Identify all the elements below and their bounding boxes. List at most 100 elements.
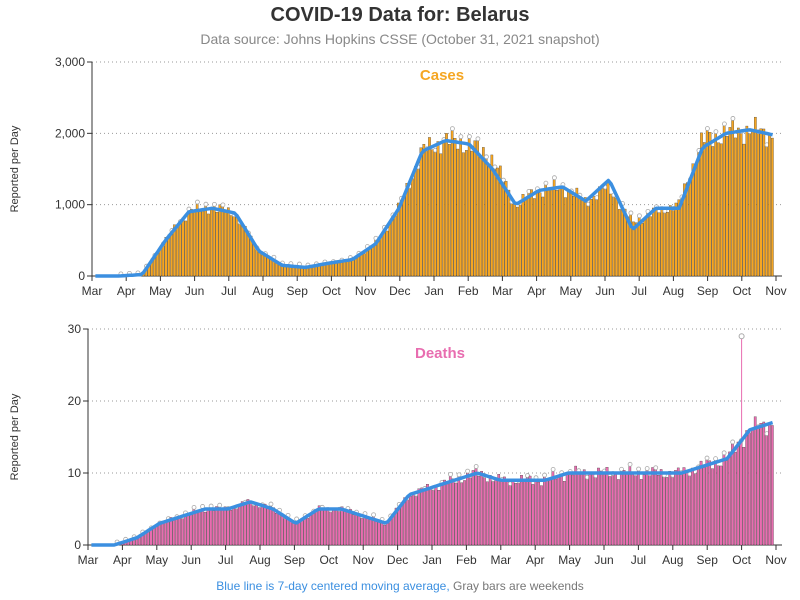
data-bar (363, 253, 366, 277)
data-marker (492, 164, 498, 170)
x-tick-label: May (559, 284, 582, 298)
x-tick-label: Oct (319, 553, 338, 567)
data-bar (477, 475, 481, 546)
data-bar (603, 188, 607, 277)
data-bar (565, 472, 569, 546)
data-bar (360, 253, 363, 277)
data-bar (494, 478, 498, 546)
data-bar (414, 495, 418, 546)
data-bar (439, 153, 443, 277)
data-bar (210, 209, 213, 277)
data-bar (374, 520, 378, 546)
data-bar (488, 475, 492, 546)
data-bar (352, 514, 355, 546)
data-bar (548, 477, 552, 546)
y-tick-label: 2,000 (55, 126, 85, 140)
data-bar (499, 165, 502, 277)
data-bar (161, 520, 164, 546)
data-bar (517, 482, 520, 546)
data-marker (484, 154, 489, 160)
data-marker (458, 134, 464, 140)
data-bar (266, 508, 270, 546)
data-bar (626, 216, 630, 277)
data-bar (771, 425, 774, 546)
data-bar (725, 460, 729, 546)
data-bar (669, 205, 672, 277)
data-bar (459, 138, 462, 277)
data-bar (232, 506, 235, 546)
data-bar (440, 484, 444, 546)
data-marker (552, 175, 557, 181)
data-bar (386, 521, 389, 546)
data-bar (737, 127, 740, 277)
data-marker (704, 455, 710, 461)
data-bar (286, 517, 290, 546)
data-bar (540, 485, 543, 546)
data-bar (167, 234, 171, 277)
data-bar (178, 223, 182, 277)
data-bar (260, 506, 264, 546)
data-bar (416, 168, 420, 277)
data-bar (312, 512, 315, 546)
data-marker (212, 201, 217, 207)
data-bar (531, 484, 535, 546)
data-bar (186, 513, 190, 546)
data-bar (212, 206, 216, 277)
panel-title: Deaths (415, 345, 465, 362)
data-bar (719, 465, 723, 546)
data-bar (717, 142, 720, 277)
data-marker (525, 473, 530, 478)
footnote: Blue line is 7-day centered moving avera… (0, 579, 800, 593)
data-bar (357, 255, 360, 277)
x-tick-label: Feb (458, 284, 479, 298)
data-bar (183, 514, 187, 546)
data-bar (193, 212, 196, 277)
data-bar (639, 479, 643, 546)
data-bar (238, 504, 241, 546)
data-bar (676, 467, 680, 546)
x-tick-label: Dec (387, 553, 408, 567)
data-bar (714, 460, 717, 546)
data-bar (584, 197, 587, 277)
x-tick-label: Apr (113, 553, 132, 567)
data-bar (431, 149, 434, 277)
data-bar (562, 481, 566, 546)
data-bar (660, 206, 664, 277)
x-tick-label: May (558, 553, 581, 567)
data-bar (434, 484, 438, 546)
data-bar (280, 516, 284, 546)
data-bar (490, 154, 494, 277)
x-tick-label: Sep (697, 553, 719, 567)
data-bar (595, 199, 598, 277)
data-bar (181, 217, 185, 277)
data-bar (468, 477, 472, 546)
data-bar (725, 136, 729, 277)
data-bar (246, 499, 250, 546)
data-bar (474, 468, 478, 546)
data-bar (243, 504, 247, 546)
data-bar (229, 510, 233, 546)
data-bar (637, 470, 640, 546)
data-bar (541, 196, 545, 277)
data-bar (303, 517, 307, 546)
y-tick-label: 30 (68, 322, 82, 336)
data-marker (730, 439, 736, 445)
data-bar (385, 230, 389, 277)
data-bar (166, 520, 170, 546)
data-bar (346, 260, 349, 277)
data-bar (568, 473, 572, 546)
data-bar (533, 198, 536, 277)
data-bar (657, 475, 660, 546)
data-bar (609, 193, 613, 277)
data-bar (736, 441, 740, 546)
data-marker (217, 502, 223, 508)
x-tick-label: Mar (492, 284, 513, 298)
data-bar (748, 432, 751, 546)
data-bar (263, 255, 267, 277)
x-tick-label: Aug (249, 553, 270, 567)
data-bar (480, 471, 483, 546)
data-bar (768, 133, 771, 277)
data-bar (181, 518, 184, 546)
data-bar (406, 499, 409, 546)
data-bar (388, 222, 392, 277)
